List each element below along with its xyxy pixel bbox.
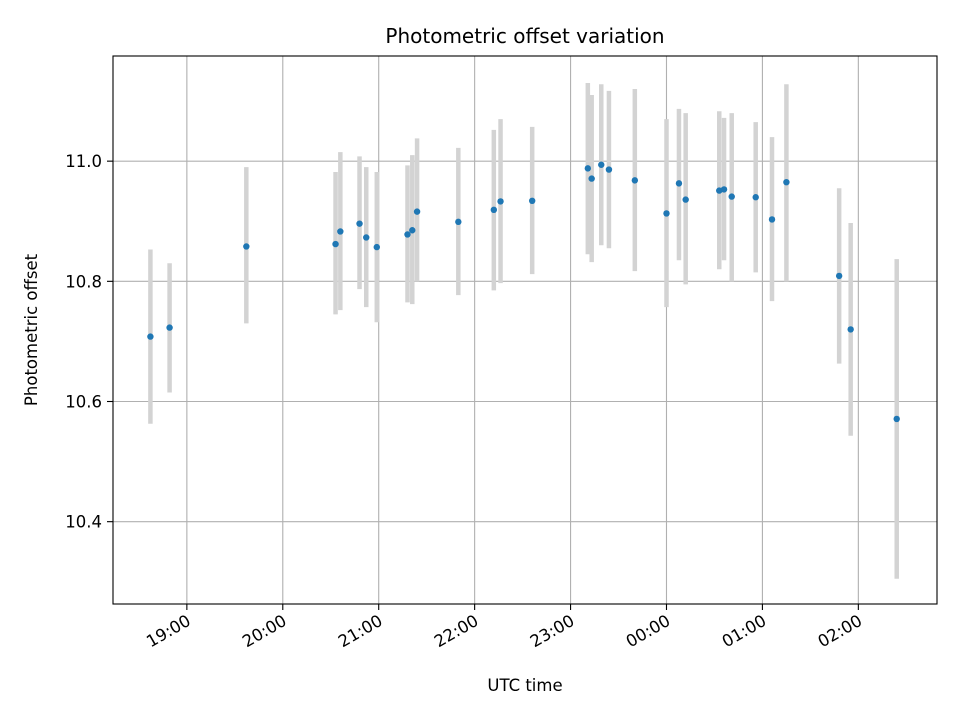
data-point [847, 326, 854, 333]
data-point [409, 227, 416, 234]
y-tick-label: 11.0 [65, 152, 102, 171]
x-tick-label: 01:00 [719, 611, 770, 651]
data-point [682, 196, 689, 203]
data-point [716, 187, 723, 194]
data-point [605, 166, 613, 173]
data-point [598, 161, 605, 168]
data-point [243, 243, 250, 250]
data-point [720, 186, 728, 193]
data-point [490, 206, 498, 214]
data-point [404, 231, 411, 238]
x-tick-label: 02:00 [815, 611, 866, 651]
x-tick-label: 19:00 [143, 611, 194, 651]
data-point [363, 234, 370, 241]
y-tick-label: 10.8 [65, 272, 102, 291]
data-point [413, 208, 421, 215]
x-tick-label: 00:00 [623, 611, 674, 651]
plot-area-frame [112, 55, 938, 605]
data-point [768, 216, 776, 223]
data-point [675, 180, 683, 187]
data-point [166, 324, 173, 331]
y-axis-label: Photometric offset [22, 253, 41, 406]
data-point [455, 218, 462, 226]
x-axis-label: UTC time [487, 676, 562, 695]
data-point [528, 197, 536, 205]
y-tick-label: 10.4 [65, 513, 102, 532]
data-point [497, 198, 504, 205]
x-tick-label: 22:00 [431, 611, 482, 651]
grid-lines [113, 56, 937, 604]
data-point [835, 272, 843, 280]
x-tick-label: 20:00 [239, 611, 290, 651]
data-point [728, 193, 735, 200]
data-point [631, 177, 639, 184]
data-point [332, 240, 339, 248]
data-point [373, 243, 380, 251]
data-point [337, 228, 344, 235]
data-points [147, 161, 900, 423]
x-tick-label: 23:00 [527, 611, 578, 651]
data-point [663, 210, 670, 217]
error-bars [148, 83, 899, 579]
data-point [584, 165, 592, 172]
chart-title: Photometric offset variation [385, 24, 664, 48]
data-point [588, 175, 595, 182]
data-point [752, 194, 759, 201]
data-point [783, 178, 790, 186]
data-point [147, 333, 154, 340]
data-point [893, 415, 900, 423]
data-point [356, 220, 363, 227]
x-tick-label: 21:00 [335, 611, 386, 651]
y-tick-label: 10.6 [65, 393, 102, 412]
